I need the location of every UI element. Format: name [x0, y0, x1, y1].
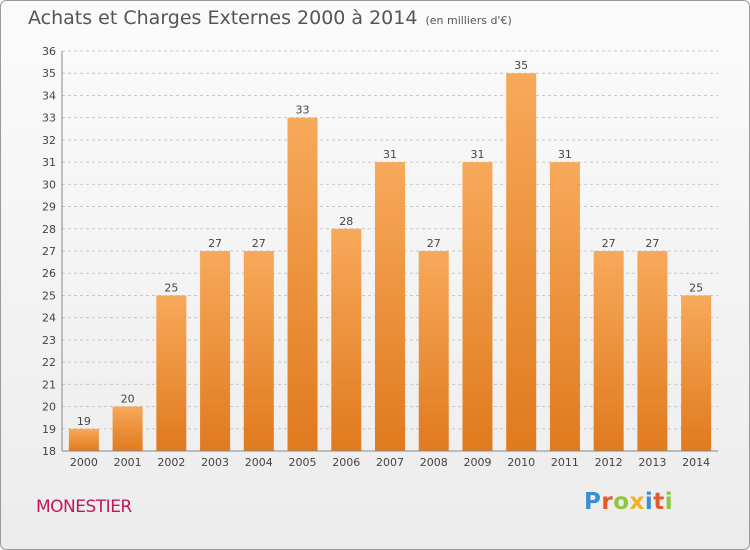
- bar: [331, 228, 362, 451]
- bar: [593, 251, 624, 451]
- chart-title-text: Achats et Charges Externes 2000 à 2014: [28, 7, 418, 29]
- y-tick-label: 33: [42, 112, 56, 125]
- logo-letter: t: [653, 489, 665, 515]
- data-label: 27: [645, 237, 659, 250]
- bar: [375, 162, 405, 451]
- data-label: 25: [689, 281, 703, 294]
- x-axis-ticks: 2000 2001 2002 2003 2004 2005 2006 2007 2008 2009…: [70, 456, 710, 469]
- data-label: 35: [514, 59, 528, 72]
- bar: [156, 295, 187, 451]
- y-tick-label: 24: [42, 312, 56, 325]
- bar: [637, 251, 668, 451]
- data-label: 28: [339, 215, 353, 228]
- y-tick-label: 27: [42, 245, 56, 258]
- data-label: 27: [602, 237, 616, 250]
- bar: [112, 406, 143, 451]
- x-tick-label: 2004: [245, 456, 273, 469]
- x-tick-label: 2010: [507, 456, 535, 469]
- x-tick-label: 2012: [595, 456, 623, 469]
- x-tick-label: 2005: [289, 456, 317, 469]
- chart-title: Achats et Charges Externes 2000 à 2014 (e…: [28, 7, 512, 29]
- y-tick-label: 30: [42, 178, 56, 191]
- x-tick-label: 2011: [551, 456, 579, 469]
- x-tick-label: 2001: [114, 456, 142, 469]
- y-tick-label: 20: [42, 401, 56, 414]
- y-tick-label: 35: [42, 67, 56, 80]
- y-tick-label: 29: [42, 201, 56, 214]
- logo-letter: i: [644, 489, 654, 515]
- data-label: 31: [558, 148, 572, 161]
- x-tick-label: 2009: [463, 456, 491, 469]
- y-tick-label: 23: [42, 334, 56, 347]
- logo-letter: o: [613, 489, 630, 515]
- y-tick-label: 32: [42, 134, 56, 147]
- commune-name: MONESTIER: [36, 497, 132, 517]
- data-label: 27: [252, 237, 266, 250]
- chart-subtitle: (en milliers d'€): [425, 14, 512, 27]
- y-tick-label: 19: [42, 423, 56, 436]
- bar: [418, 251, 449, 451]
- data-label: 25: [164, 281, 178, 294]
- x-tick-label: 2007: [376, 456, 404, 469]
- data-label: 19: [77, 415, 91, 428]
- y-tick-label: 31: [42, 156, 56, 169]
- logo-letter: x: [629, 489, 645, 515]
- axes: [61, 51, 718, 452]
- bar: [287, 117, 318, 452]
- bar: [68, 428, 99, 451]
- x-tick-label: 2003: [201, 456, 229, 469]
- data-label: 33: [296, 104, 310, 117]
- data-label: 27: [427, 237, 441, 250]
- y-tick-label: 28: [42, 223, 56, 236]
- logo-letter: P: [584, 489, 602, 515]
- x-tick-label: 2002: [157, 456, 185, 469]
- y-tick-label: 21: [42, 378, 56, 391]
- data-label: 20: [121, 393, 135, 406]
- bar: [462, 162, 493, 451]
- x-tick-label: 2014: [682, 456, 710, 469]
- y-axis-ticks: 18 19 20 21 22 23 24 25 26 27 28 29 30 31 32 33 34 35 36: [42, 45, 56, 458]
- bar: [681, 295, 712, 451]
- bar: [243, 251, 274, 451]
- y-tick-label: 36: [42, 45, 56, 58]
- y-tick-label: 22: [42, 356, 56, 369]
- data-label: 31: [383, 148, 397, 161]
- y-tick-label: 18: [42, 445, 56, 458]
- y-tick-label: 26: [42, 267, 56, 280]
- x-tick-label: 2000: [70, 456, 98, 469]
- logo-letter: i: [664, 489, 674, 515]
- x-tick-label: 2008: [420, 456, 448, 469]
- x-tick-label: 2013: [638, 456, 666, 469]
- data-label: 27: [208, 237, 222, 250]
- bars: [68, 73, 712, 452]
- x-tick-label: 2006: [332, 456, 360, 469]
- logo-letter: r: [601, 489, 614, 515]
- data-label: 31: [470, 148, 484, 161]
- bar: [506, 73, 537, 451]
- y-tick-label: 34: [42, 89, 56, 102]
- bar: [200, 251, 231, 451]
- data-labels: 19 20 25 27 27 33 28 31 27 31 35 31 27 27 25: [77, 59, 703, 428]
- bar: [549, 162, 580, 451]
- proxiti-logo: Proxiti: [584, 489, 673, 515]
- y-tick-label: 25: [42, 289, 56, 302]
